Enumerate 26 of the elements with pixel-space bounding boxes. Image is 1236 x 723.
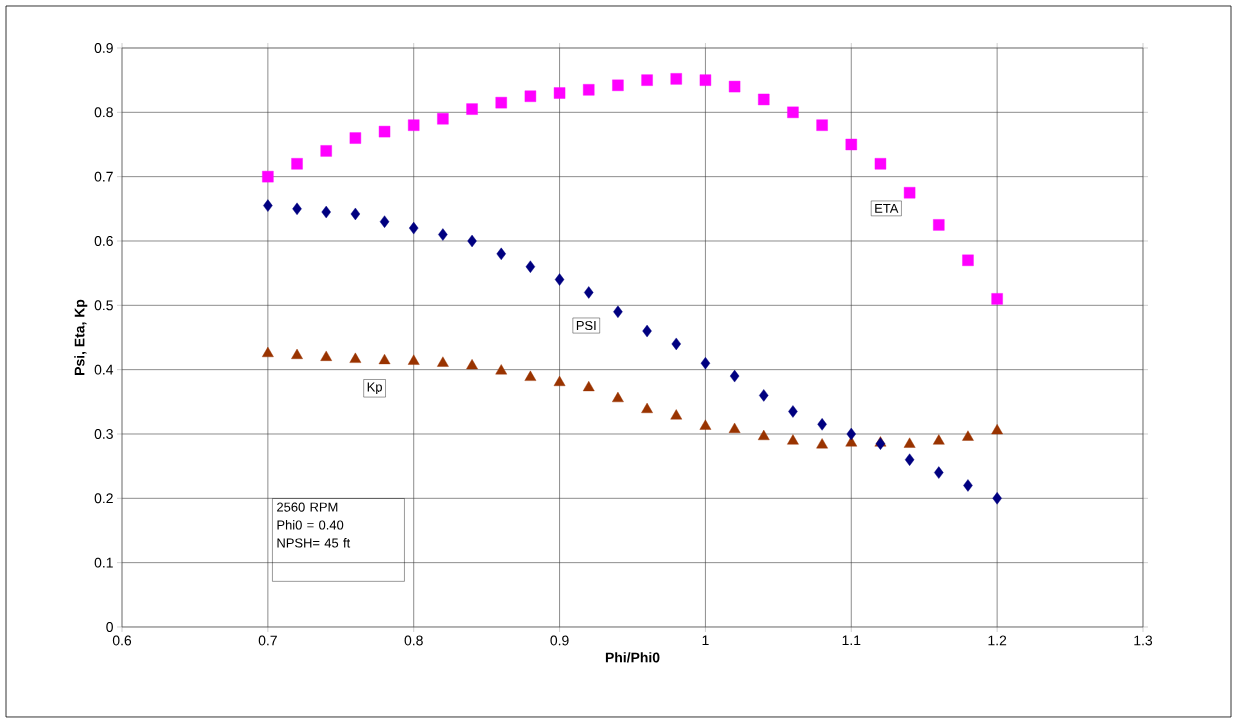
y-tick-label: 0.8	[94, 107, 113, 118]
y-tick-label: 0.4	[94, 364, 114, 375]
x-tick-label: 1.3	[1134, 635, 1153, 646]
y-tick-label: 0.2	[94, 493, 113, 504]
y-tick-label: 0.9	[94, 43, 113, 53]
y-axis-title: Psi, Eta, Kp	[74, 299, 88, 375]
x-axis-title: Phi/Phi0	[605, 652, 660, 663]
series-label: PSI	[576, 320, 596, 331]
y-tick-label: 0.3	[94, 429, 113, 439]
annotation: NPSH= 45 ft	[277, 538, 351, 548]
y-tick-label: 0	[106, 622, 113, 632]
x-tick-label: 1.2	[988, 635, 1007, 646]
series-label: Kp	[367, 382, 382, 395]
y-tick-label: 0.1	[94, 557, 113, 568]
series-label: ETA	[875, 203, 899, 213]
annotation: 2560 RPM	[277, 502, 338, 512]
y-tick-label: 0.6	[94, 236, 113, 246]
x-tick-label: 1	[702, 635, 709, 646]
annotation: Phi0 = 0.40	[277, 520, 344, 530]
x-tick-label: 0.8	[404, 635, 423, 646]
y-tick-label: 0.5	[94, 300, 113, 311]
x-tick-label: 0.6	[112, 635, 132, 646]
x-tick-label: 0.9	[550, 635, 569, 646]
x-tick-label: 0.7	[258, 635, 277, 646]
y-tick-label: 0.7	[94, 171, 113, 182]
x-tick-label: 1.1	[842, 635, 861, 646]
